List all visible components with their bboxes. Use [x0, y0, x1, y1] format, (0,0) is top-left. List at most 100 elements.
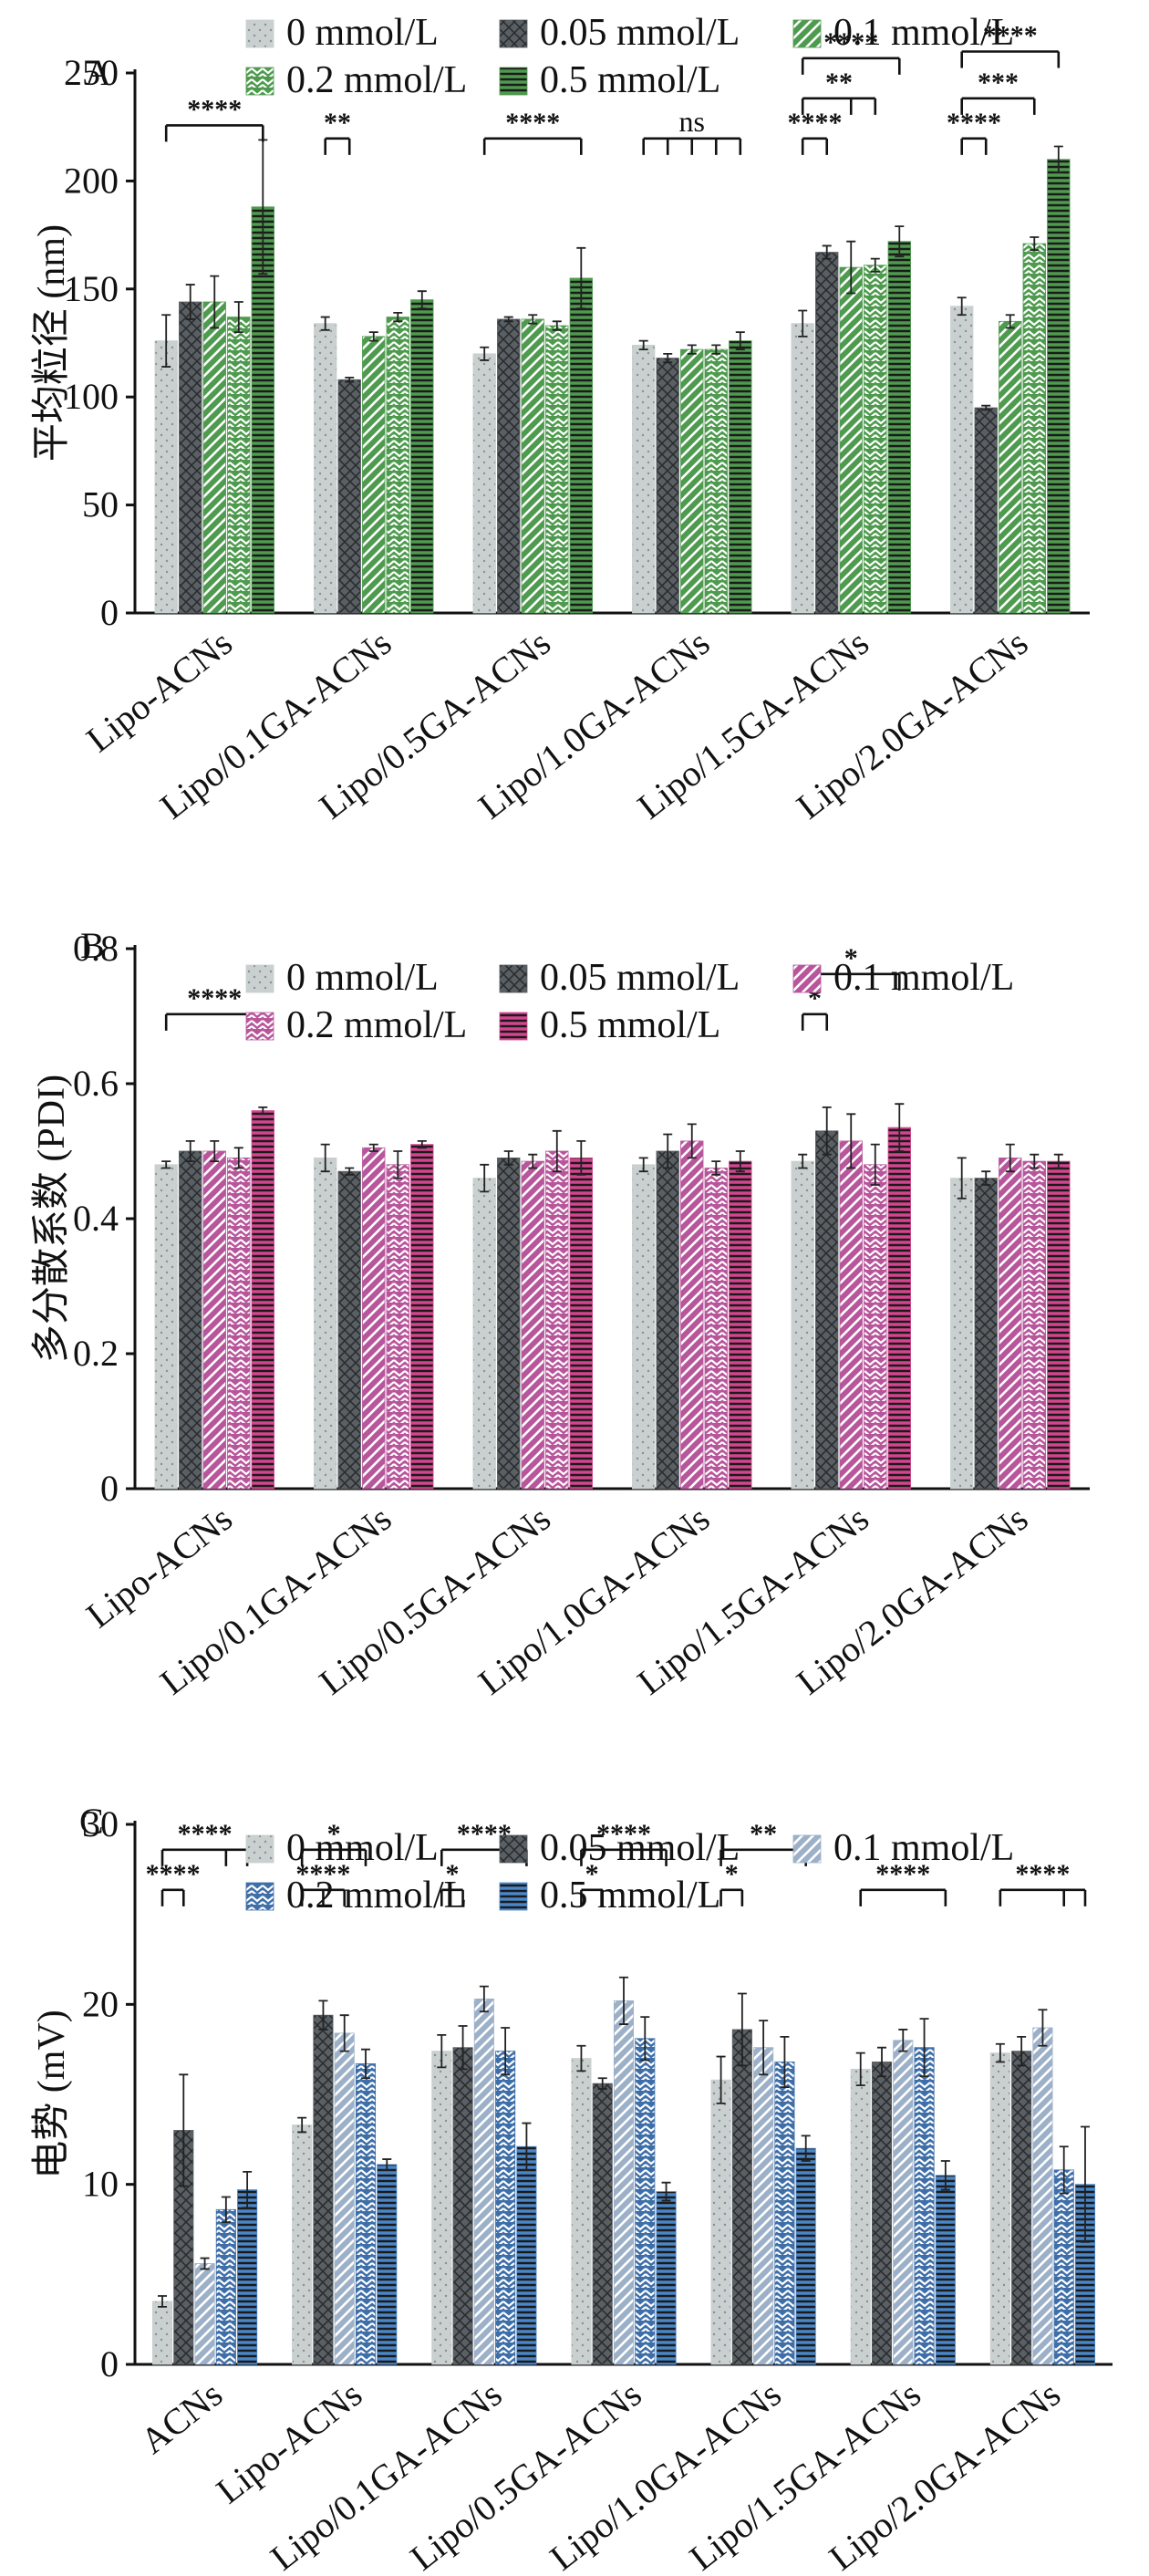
error-bar-4-0	[716, 2055, 726, 2104]
error-bar-2-3	[501, 2027, 511, 2076]
error-bar-5-1	[981, 404, 991, 411]
legend-label-3: 0.2 mmol/L	[286, 59, 467, 101]
category-label: Lipo/0.1GA-ACNs	[263, 2373, 509, 2576]
bar-0-3	[227, 1158, 251, 1490]
bar-1-4	[410, 1144, 434, 1490]
category-label: Lipo/1.5GA-ACNs	[682, 2373, 928, 2576]
bar-2-0	[431, 2051, 452, 2365]
error-bar-2-1	[503, 1150, 513, 1166]
bar-4-4	[795, 2147, 816, 2365]
significance-bracket	[580, 1888, 605, 1906]
error-bar-2-4	[576, 1140, 586, 1176]
bar-1-2	[334, 2032, 355, 2365]
significance-label: **	[750, 1819, 777, 1849]
error-bar-5-0	[957, 1157, 967, 1200]
legend-label-1: 0.05 mmol/L	[540, 1827, 740, 1869]
bar-3-0	[632, 344, 656, 614]
bar-1-2	[362, 1147, 386, 1490]
bar-3-4	[729, 1160, 752, 1490]
bar-3-2	[680, 348, 704, 614]
bar-5-2	[999, 1158, 1022, 1490]
error-bar-5-0	[957, 296, 967, 317]
legend-label-1: 0.05 mmol/L	[540, 12, 740, 54]
panel-letter: B	[80, 925, 105, 966]
y-tick-label: 0.6	[73, 1063, 119, 1104]
error-bar-1-2	[368, 331, 378, 342]
error-bar-5-1	[877, 2046, 887, 2078]
bar-5-0	[950, 1178, 974, 1490]
y-tick-label: 30	[82, 1803, 119, 1844]
y-tick-label: 0.4	[73, 1198, 119, 1239]
error-bar-4-2	[846, 240, 856, 295]
error-bar-4-3	[870, 257, 880, 273]
bar-4-1	[731, 2029, 752, 2365]
error-bar-5-2	[1005, 1143, 1015, 1173]
legend-label-0: 0 mmol/L	[286, 12, 439, 54]
error-bar-4-1	[737, 1992, 747, 2067]
error-bar-0-2	[210, 1140, 220, 1162]
error-bar-6-3	[1059, 2145, 1069, 2195]
error-bar-1-3	[393, 1150, 403, 1179]
bar-5-4	[1047, 1160, 1071, 1490]
error-bar-1-0	[320, 316, 330, 331]
legend-swatch-4	[499, 1012, 528, 1041]
error-bar-4-0	[798, 309, 808, 338]
y-tick-label: 0	[100, 1468, 119, 1509]
significance-bracket	[642, 137, 742, 155]
bar-5-2	[999, 320, 1022, 614]
legend-swatch-0	[245, 964, 274, 993]
bar-0-0	[154, 1164, 178, 1490]
error-bar-2-2	[528, 314, 538, 325]
error-bar-0-4	[258, 1106, 268, 1116]
legend: 0 mmol/L 0.05 mmol/L 0.1 mmol/L 0.2 mmol/L 0…	[245, 957, 1014, 1046]
bar-6-1	[1011, 2051, 1032, 2365]
error-bar-5-3	[1030, 236, 1040, 252]
bar-4-3	[774, 2062, 795, 2365]
significance-label: *	[844, 943, 858, 973]
error-bar-6-2	[1038, 2009, 1048, 2047]
significance-bracket	[300, 1888, 347, 1906]
bar-4-4	[887, 1127, 911, 1490]
bar-4-2	[753, 2047, 774, 2365]
significance-bracket	[482, 137, 583, 155]
bar-5-1	[871, 2062, 893, 2365]
bar-1-0	[292, 2124, 313, 2365]
bar-3-3	[704, 1168, 728, 1490]
bar-5-4	[1047, 159, 1071, 614]
y-axis-title: 电势 (mV)	[31, 2010, 73, 2178]
legend-swatch-1	[499, 1834, 528, 1864]
error-bar-0-1	[185, 284, 195, 320]
significance-label: ****	[983, 21, 1038, 51]
error-bar-3-4	[735, 1150, 745, 1173]
category-label: ACNs	[133, 2373, 231, 2462]
bar-5-3	[1022, 243, 1046, 614]
category-label: Lipo-ACNs	[78, 622, 240, 761]
legend-swatch-1	[499, 964, 528, 993]
significance-bracket	[859, 1888, 947, 1906]
significance-label: ****	[146, 1859, 201, 1889]
legend-swatch-2	[792, 1834, 822, 1864]
error-bar-4-1	[822, 1106, 832, 1156]
bar-5-1	[974, 407, 998, 614]
bar-1-0	[314, 323, 337, 614]
error-bar-5-3	[1030, 1153, 1040, 1169]
category-label: Lipo/1.0GA-ACNs	[542, 2373, 788, 2576]
bar-5-2	[893, 2040, 914, 2365]
bar-5-3	[1022, 1160, 1046, 1490]
bar-4-2	[839, 266, 863, 614]
category-label: Lipo/2.0GA-ACNs	[822, 2373, 1068, 2576]
y-tick-label: 0	[100, 592, 119, 633]
bar-1-3	[386, 1164, 409, 1490]
error-bar-2-0	[480, 346, 490, 361]
legend-swatch-1	[499, 19, 528, 48]
error-bar-3-0	[576, 2044, 586, 2072]
significance-label: ****	[787, 108, 842, 138]
legend-swatch-3	[245, 1012, 274, 1041]
bar-0-2	[202, 301, 226, 614]
significance-label: ****	[178, 1819, 233, 1849]
significance-label: ****	[187, 983, 242, 1013]
error-bar-0-2	[200, 2257, 210, 2270]
error-bar-3-0	[638, 339, 648, 351]
